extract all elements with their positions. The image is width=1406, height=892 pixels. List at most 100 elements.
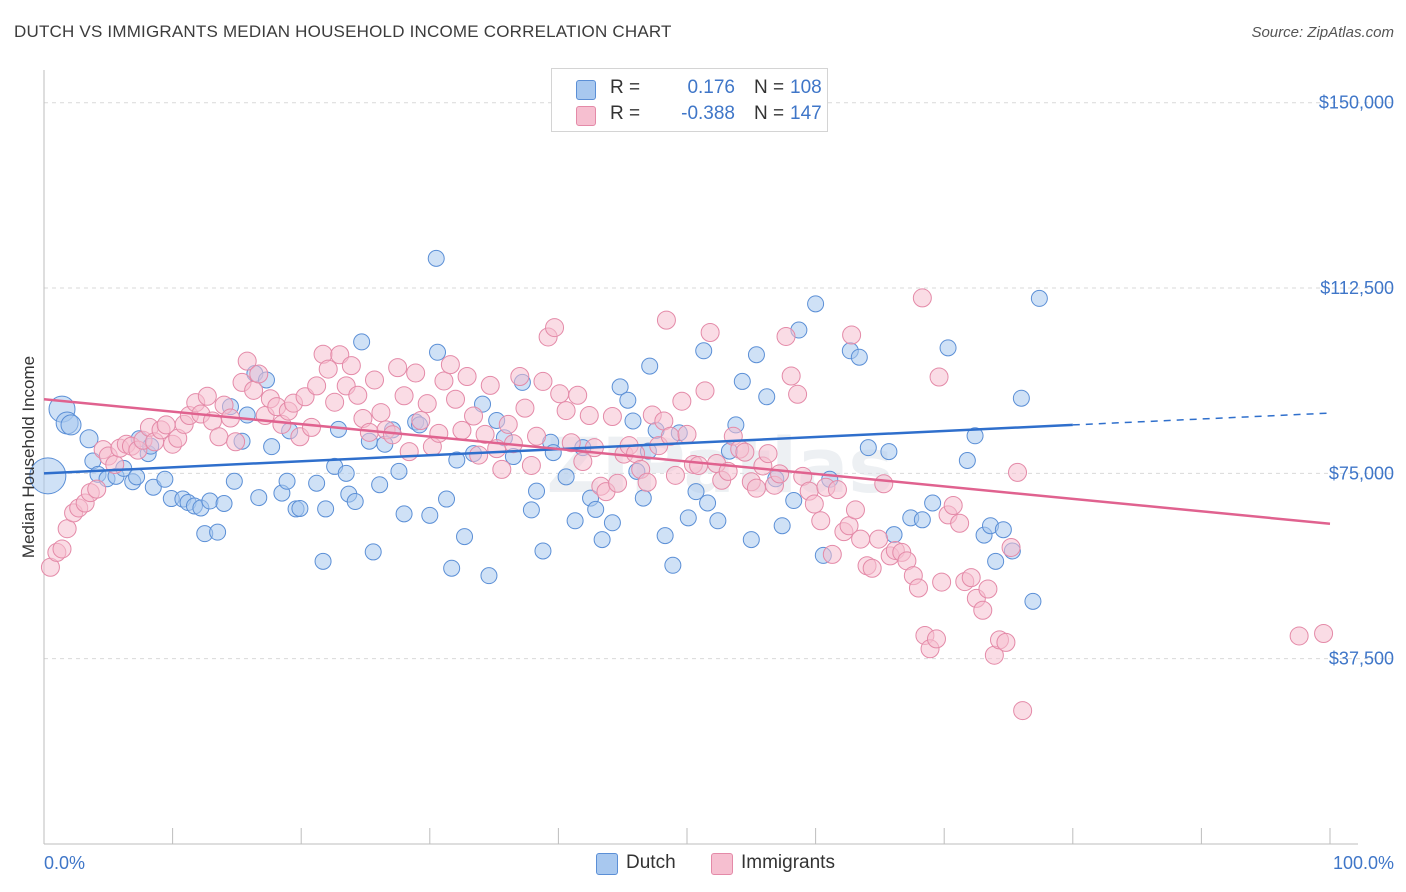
data-point: [60, 414, 82, 436]
data-point: [869, 529, 889, 549]
data-point: [249, 364, 269, 384]
data-point: [926, 629, 946, 649]
data-point: [57, 519, 77, 539]
data-point: [579, 406, 599, 426]
data-point: [735, 442, 755, 462]
immigrants-n-value: 147: [790, 103, 822, 124]
data-point: [388, 358, 408, 378]
data-point: [958, 452, 976, 470]
data-point: [395, 505, 413, 523]
data-point: [434, 371, 454, 391]
trend-lines: [43, 397, 1331, 526]
data-point: [469, 445, 489, 465]
data-point: [1289, 626, 1309, 646]
data-point: [932, 572, 952, 592]
data-point: [908, 578, 928, 598]
y-tick-label: $37,500: [1329, 649, 1394, 669]
data-point: [619, 391, 637, 409]
data-point: [811, 511, 831, 531]
data-point: [827, 480, 847, 500]
data-point: [79, 429, 99, 449]
data-point: [411, 410, 431, 430]
y-tick-label: $75,000: [1329, 463, 1394, 483]
data-point: [341, 356, 361, 376]
data-point: [961, 568, 981, 588]
data-point: [641, 357, 659, 375]
data-point: [709, 512, 727, 530]
data-point: [440, 355, 460, 375]
data-point: [859, 439, 877, 457]
data-point: [346, 493, 364, 511]
data-point: [776, 326, 796, 346]
dutch-r-value: 0.176: [687, 77, 735, 98]
data-point: [438, 490, 456, 508]
data-point: [996, 632, 1016, 652]
data-point: [522, 501, 540, 519]
data-point: [758, 388, 776, 406]
data-point: [52, 539, 72, 559]
data-point: [770, 464, 790, 484]
data-point: [87, 479, 107, 499]
immigrants-swatch: [576, 106, 596, 126]
data-point: [699, 494, 717, 512]
data-point: [128, 468, 146, 486]
data-point: [417, 394, 437, 414]
dutch-legend-swatch: [596, 853, 618, 875]
data-point: [1001, 537, 1021, 557]
data-point: [568, 385, 588, 405]
data-point: [371, 403, 391, 423]
data-point: [746, 478, 766, 498]
data-point: [215, 495, 233, 513]
data-point: [390, 462, 408, 480]
data-point: [528, 482, 546, 500]
chart-source: Source: ZipAtlas.com: [1251, 24, 1394, 41]
data-point: [656, 310, 676, 330]
data-point: [689, 455, 709, 475]
data-point: [446, 389, 466, 409]
data-point: [237, 351, 257, 371]
data-point: [566, 512, 584, 530]
data-point: [550, 384, 570, 404]
data-point: [498, 414, 518, 434]
data-point: [144, 478, 162, 496]
immigrants-legend-label: Immigrants: [741, 852, 835, 873]
data-point: [226, 432, 246, 452]
data-point: [291, 499, 309, 517]
data-point: [457, 366, 477, 386]
data-point: [804, 494, 824, 514]
data-point: [679, 509, 697, 527]
dutch-r-label: R =: [610, 77, 641, 98]
data-point: [626, 444, 646, 464]
immigrants-legend-swatch: [711, 853, 733, 875]
data-point: [325, 392, 345, 412]
data-point: [788, 384, 808, 404]
data-point: [515, 398, 535, 418]
data-point: [603, 514, 621, 532]
data-point: [307, 376, 327, 396]
correlation-legend: R = 0.176 N = 108 R = -0.388 N = 147: [551, 68, 828, 132]
data-point: [885, 526, 903, 544]
data-point: [308, 474, 326, 492]
data-point: [602, 407, 622, 427]
data-point: [695, 342, 713, 360]
data-point: [510, 366, 530, 386]
data-point: [850, 348, 868, 366]
data-point: [263, 438, 281, 456]
data-point: [943, 495, 963, 515]
data-point: [209, 427, 229, 447]
chart-title: DUTCH VS IMMIGRANTS MEDIAN HOUSEHOLD INC…: [14, 22, 672, 41]
y-tick-labels: $37,500 $75,000 $112,500 $150,000: [1319, 93, 1394, 669]
x-ticks: [43, 828, 1331, 844]
data-point: [295, 387, 315, 407]
data-point: [973, 600, 993, 620]
data-point: [314, 552, 332, 570]
immigrants-trend-line: [43, 397, 1331, 526]
data-point: [209, 523, 227, 541]
data-point: [337, 464, 355, 482]
data-point: [1024, 592, 1042, 610]
data-point: [556, 401, 576, 421]
dutch-trend-line-extension: [1072, 412, 1331, 426]
data-point: [950, 513, 970, 533]
data-point: [330, 345, 350, 365]
data-point: [929, 367, 949, 387]
